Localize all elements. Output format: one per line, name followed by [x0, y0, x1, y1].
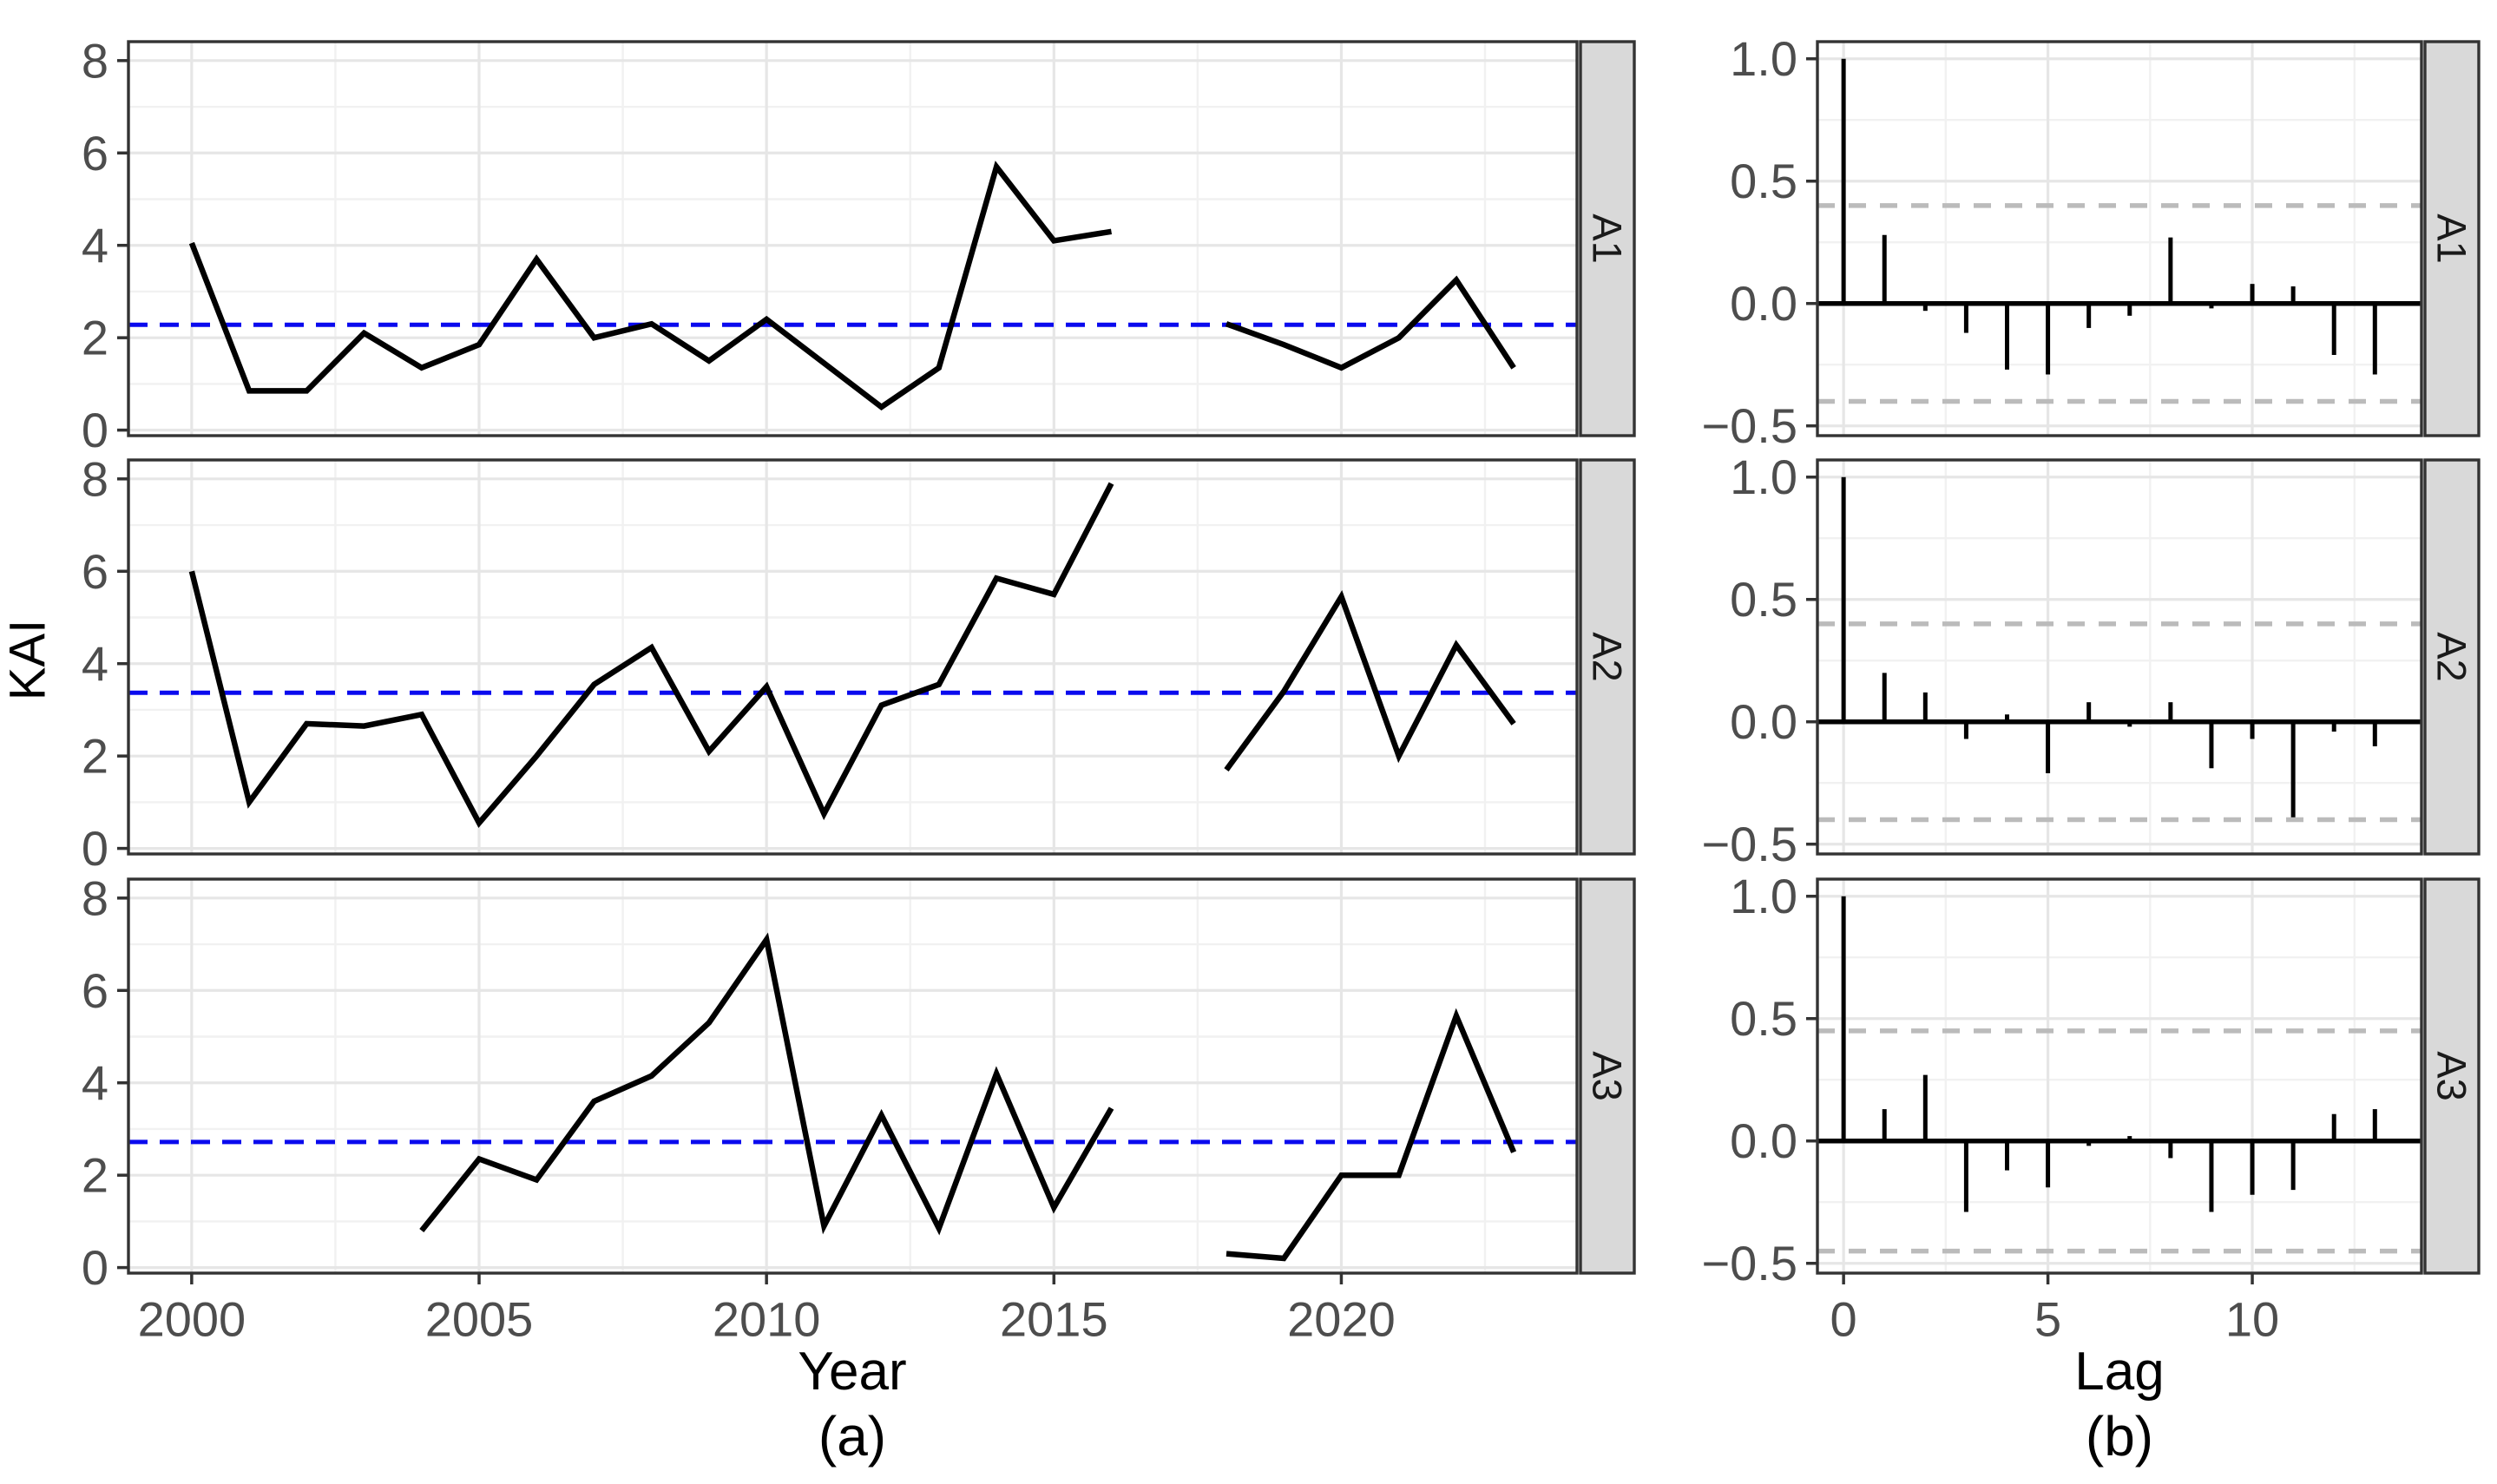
facet-strip-label: A1 [2429, 213, 2475, 264]
x-tick-label: 2015 [1000, 1292, 1108, 1347]
y-tick-label: 4 [82, 218, 108, 273]
panel-background [1817, 460, 2421, 854]
y-tick-label: 0.0 [1730, 276, 1797, 331]
y-tick-label: 1.0 [1730, 450, 1797, 504]
series-line [419, 932, 1114, 1236]
y-tick-label: 6 [82, 963, 108, 1018]
x-tick-label: 2010 [713, 1292, 821, 1347]
y-tick-label: 0.0 [1730, 694, 1797, 749]
panel-border [127, 877, 1579, 1275]
series-line [1226, 1008, 1517, 1262]
y-tick-label: 0 [82, 1240, 108, 1295]
x-tick-label: 5 [2034, 1292, 2061, 1347]
y-tick-label: 0.5 [1730, 991, 1797, 1046]
facet-strip [2423, 877, 2481, 1275]
facet-strip [1579, 458, 1636, 856]
facet-b-A1: A1 1.0 0.5 0.0 −0.5 [1701, 31, 2481, 453]
x-tick-label: 10 [2225, 1292, 2279, 1347]
y-tick-label: 0.5 [1730, 154, 1797, 208]
facet-strip [1579, 40, 1636, 437]
facet-strip [1579, 877, 1636, 1275]
x-tick-label: 2020 [1287, 1292, 1396, 1347]
panel-background [1817, 879, 2421, 1273]
y-tick-label: 1.0 [1730, 31, 1797, 86]
y-tick-label: 6 [82, 544, 108, 599]
panel-border [1816, 877, 2423, 1275]
y-tick-label: 0.0 [1730, 1113, 1797, 1168]
y-tick-label: 2 [82, 729, 108, 784]
y-tick-label: 0 [82, 821, 108, 876]
x-tick-label: 2005 [425, 1292, 534, 1347]
y-tick-label: 6 [82, 126, 108, 181]
y-tick-label: 2 [82, 311, 108, 365]
x-axis-title-lag: Lag [2074, 1342, 2165, 1402]
facet-strip [2423, 458, 2481, 856]
panel-border [127, 40, 1579, 437]
facet-strip-label: A3 [1585, 1051, 1631, 1101]
y-tick-label: −0.5 [1701, 398, 1797, 453]
series-line [188, 482, 1114, 829]
caption-b: (b) [2085, 1405, 2154, 1468]
panel-border [127, 458, 1579, 856]
series-line [1224, 589, 1516, 772]
facet-strip [2423, 40, 2481, 437]
y-tick-label: −0.5 [1701, 1236, 1797, 1290]
series-line [1225, 275, 1516, 371]
y-tick-label: 4 [82, 636, 108, 691]
facet-strip-label: A3 [2429, 1051, 2475, 1101]
series-line [188, 161, 1113, 411]
panel-background [1817, 42, 2421, 436]
y-tick-label: 0 [82, 403, 108, 457]
caption-a: (a) [818, 1405, 887, 1468]
facet-a-A2: A2 0 2 4 6 8 [82, 451, 1636, 876]
x-axis-title-year: Year [798, 1342, 907, 1402]
y-tick-label: 8 [82, 870, 108, 925]
facet-b-A3: A3 1.0 0.5 0.0 −0.5 [1701, 869, 2481, 1290]
facet-b-A2: A2 1.0 0.5 0.0 −0.5 [1701, 450, 2481, 871]
panel-background [128, 460, 1577, 854]
x-tick-label: 2000 [138, 1292, 246, 1347]
y-tick-label: −0.5 [1701, 817, 1797, 871]
y-axis-title-kai: KAI [0, 619, 56, 701]
x-tick-label: 0 [1830, 1292, 1857, 1347]
y-tick-label: 1.0 [1730, 869, 1797, 923]
panel-background [128, 42, 1577, 436]
y-tick-label: 0.5 [1730, 572, 1797, 627]
panel-border [1816, 458, 2423, 856]
y-tick-label: 4 [82, 1055, 108, 1110]
facet-strip-label: A2 [2429, 632, 2475, 682]
panel-border [1816, 40, 2423, 437]
y-tick-label: 8 [82, 451, 108, 506]
panel-background [128, 879, 1577, 1273]
facet-strip-label: A2 [1585, 632, 1631, 682]
y-tick-label: 2 [82, 1148, 108, 1203]
y-tick-label: 8 [82, 33, 108, 88]
facet-strip-label: A1 [1585, 213, 1631, 264]
facet-a-A3: A3 0 2 4 6 8 [82, 870, 1636, 1295]
facet-a-A1: A1 0 2 4 6 8 [82, 33, 1636, 457]
